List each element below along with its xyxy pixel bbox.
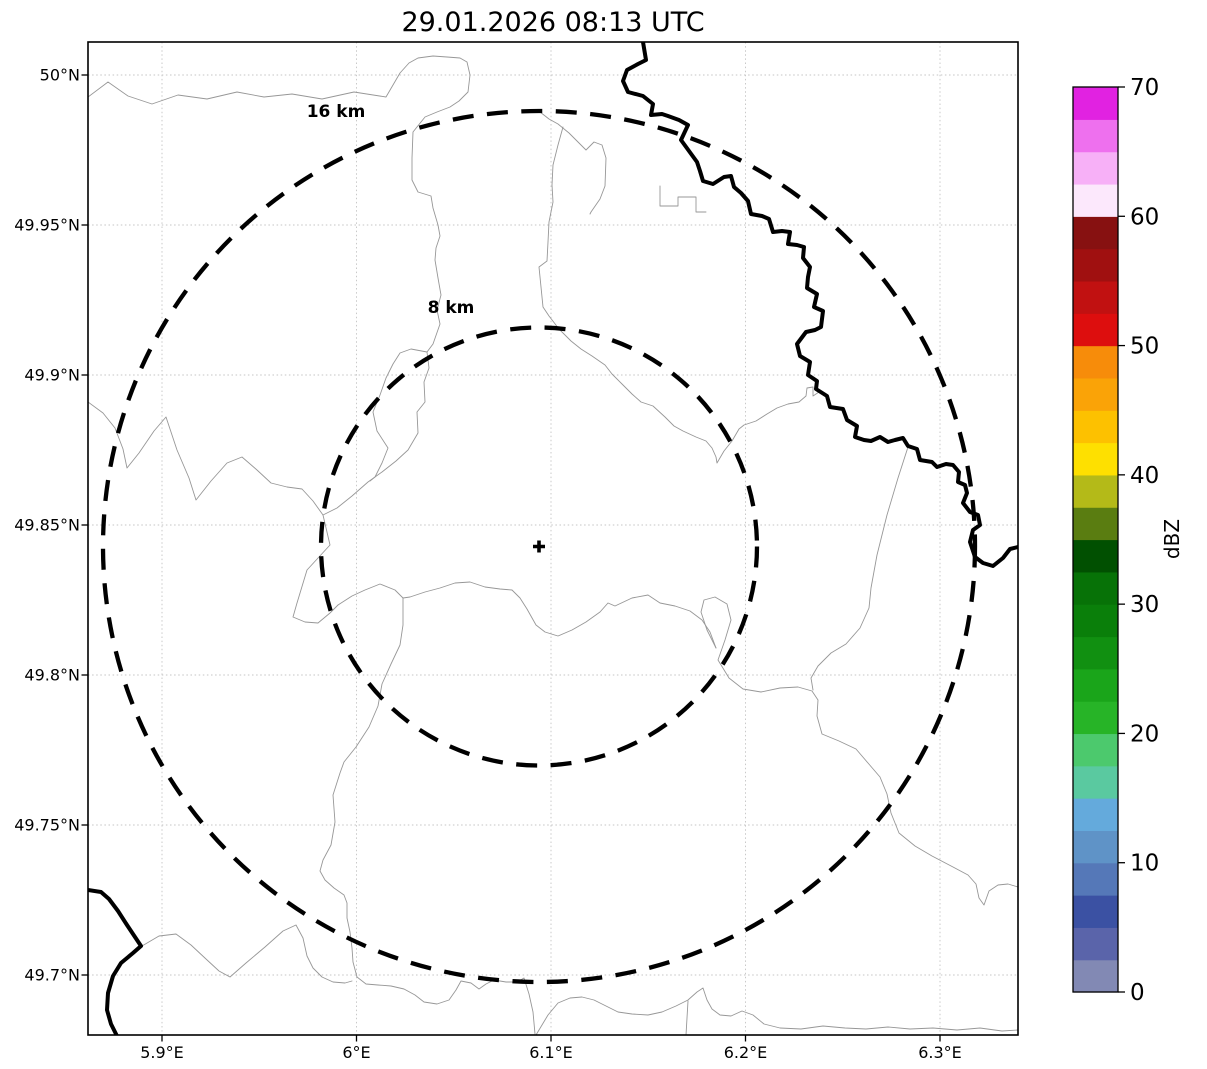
colorbar-tick-label: 40: [1130, 463, 1159, 489]
admin-border-line: [319, 597, 536, 1035]
admin-border-line: [337, 581, 717, 649]
axis-tick-labels: 5.9°E 6°E 6.1°E 6.2°E 6.3°E 50°N 49.95°N 49.9°N…: [14, 66, 962, 1063]
colorbar-tick-labels: 0 10 20 30 40 50 60 70: [1130, 75, 1159, 1006]
colorbar-segment: [1073, 539, 1118, 573]
country-border-line: [88, 888, 143, 1035]
colorbar-segment: [1073, 830, 1118, 864]
admin-border-line: [141, 924, 353, 984]
admin-border-line: [292, 514, 339, 624]
y-axis-tick-label: 49.8°N: [24, 666, 80, 685]
x-axis-tick-label: 6.1°E: [529, 1043, 573, 1062]
x-axis-tick-label: 5.9°E: [140, 1043, 184, 1062]
colorbar-segment: [1073, 442, 1118, 476]
colorbar-segment: [1073, 927, 1118, 961]
colorbar-tick-label: 60: [1130, 204, 1159, 230]
country-borders: [88, 42, 1018, 1035]
colorbar-segment: [1073, 280, 1118, 314]
admin-border-line: [88, 401, 324, 516]
admin-border-line: [88, 55, 471, 516]
y-axis-tick-label: 49.95°N: [14, 216, 80, 235]
colorbar-tick-label: 70: [1130, 75, 1159, 101]
colorbar-segment: [1073, 377, 1118, 411]
colorbar-segment: [1073, 151, 1118, 185]
admin-border-line: [538, 126, 820, 464]
admin-border-line: [700, 596, 1018, 906]
admin-border-line: [535, 987, 1018, 1035]
radar-site-marker: [533, 540, 545, 553]
country-border-river-line: [621, 42, 1018, 568]
colorbar-tick-label: 0: [1130, 980, 1145, 1006]
colorbar-segment: [1073, 959, 1118, 993]
colorbar-segment: [1073, 87, 1118, 120]
x-axis-tick-label: 6°E: [342, 1043, 370, 1062]
axis-ticks: [81, 74, 941, 1042]
gridlines: [88, 42, 1018, 1035]
admin-border-line: [810, 446, 909, 691]
colorbar-segment: [1073, 410, 1118, 444]
colorbar-segment: [1073, 248, 1118, 282]
y-axis-tick-label: 49.7°N: [24, 966, 80, 985]
y-axis-tick-label: 49.75°N: [14, 816, 80, 835]
colorbar-segment: [1073, 216, 1118, 250]
colorbar-segment: [1073, 119, 1118, 153]
range-ring-16km: [100, 108, 978, 985]
y-axis-tick-label: 50°N: [40, 66, 80, 85]
plot-title: 29.01.2026 08:13 UTC: [401, 7, 704, 38]
admin-border-line: [539, 111, 607, 215]
colorbar-segment: [1073, 345, 1118, 379]
colorbar-outline: [1072, 86, 1119, 993]
admin-border-line: [659, 185, 707, 213]
y-axis-tick-label: 49.9°N: [24, 366, 80, 385]
plot-border: [87, 41, 1019, 1036]
colorbar-segment: [1073, 765, 1118, 799]
admin-border-line: [369, 348, 428, 482]
x-axis-tick-label: 6.3°E: [918, 1043, 962, 1062]
colorbar-segment: [1073, 733, 1118, 767]
x-axis-tick-label: 6.2°E: [724, 1043, 768, 1062]
colorbar-tick-label: 10: [1130, 851, 1159, 877]
y-axis-tick-label: 49.85°N: [14, 516, 80, 535]
range-ring-8km: [318, 325, 760, 768]
colorbar-tick-label: 50: [1130, 334, 1159, 360]
colorbar-tick-label: 30: [1130, 592, 1159, 618]
admin-border-line: [685, 1000, 689, 1035]
colorbar-segment: [1073, 571, 1118, 605]
colorbar-segment: [1073, 507, 1118, 541]
colorbar-segment: [1073, 636, 1118, 670]
colorbar-segment: [1073, 313, 1118, 347]
colorbar-segment: [1073, 862, 1118, 896]
colorbar-segment: [1073, 604, 1118, 638]
colorbar-tick-label: 20: [1130, 721, 1159, 747]
colorbar-ticks: [1118, 86, 1125, 993]
colorbar-axis-label: dBZ: [1160, 519, 1184, 559]
range-ring-16km-label: 16 km: [307, 102, 366, 122]
colorbar-segment: [1073, 183, 1118, 217]
admin-borders: [88, 55, 1018, 1035]
colorbar-segments: [1073, 87, 1118, 993]
colorbar-segment: [1073, 895, 1118, 928]
range-ring-8km-label: 8 km: [428, 298, 475, 318]
colorbar-segment: [1073, 668, 1118, 702]
colorbar-segment: [1073, 474, 1118, 508]
colorbar-segment: [1073, 798, 1118, 831]
colorbar-segment: [1073, 701, 1118, 735]
